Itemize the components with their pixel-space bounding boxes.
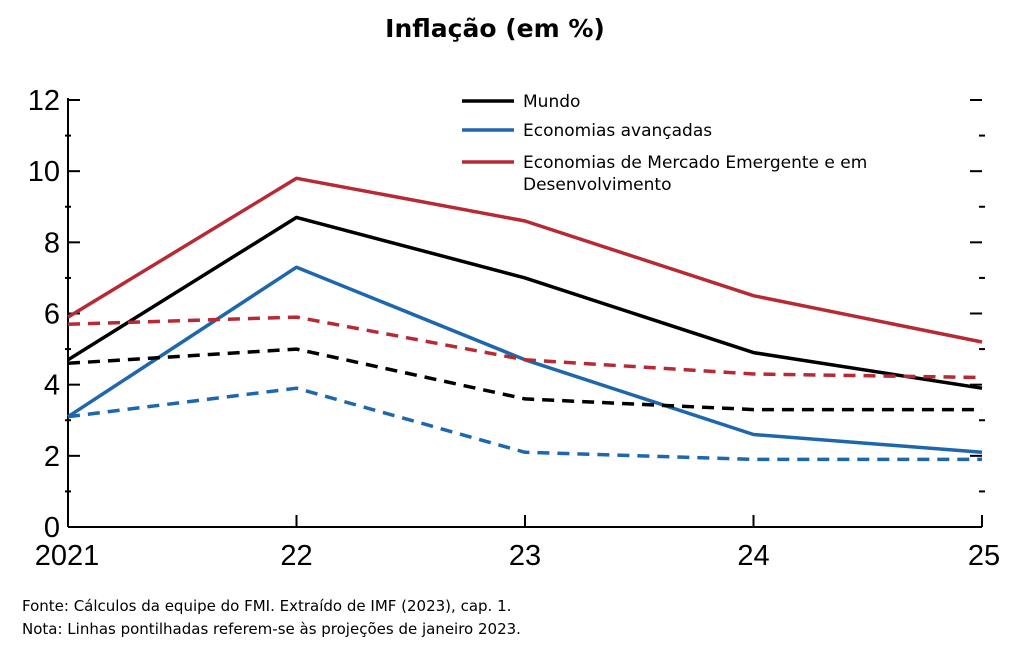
y-tick-label: 12 (28, 85, 60, 117)
y-tick-label: 10 (28, 156, 60, 188)
x-tick-label: 22 (280, 540, 312, 572)
y-tick-label: 0 (44, 512, 60, 544)
y-tick-label: 2 (44, 441, 60, 473)
legend-label: Mundo (523, 92, 580, 112)
x-tick-label: 2021 (35, 540, 100, 572)
y-tick-label: 8 (44, 227, 60, 259)
x-tick-label: 25 (968, 540, 1000, 572)
series-line-economias (67, 176, 983, 344)
series-line-mundo (67, 215, 983, 390)
y-tick-label: 4 (44, 370, 60, 402)
projection-note: Nota: Linhas pontilhadas referem-se às p… (22, 620, 521, 638)
chart-notes: Fonte: Cálculos da equipe do FMI. Extraí… (22, 595, 521, 641)
legend-label: Desenvolvimento (523, 175, 671, 195)
x-tick-label: 23 (509, 540, 541, 572)
legend-label: Economias avançadas (523, 121, 712, 141)
projection-line-5 (67, 315, 983, 380)
source-note: Fonte: Cálculos da equipe do FMI. Extraí… (22, 597, 512, 615)
chart-title: Inflação (em %) (385, 14, 605, 43)
projection-line-4 (67, 386, 982, 462)
legend-label: Economias de Mercado Emergente e em (523, 153, 867, 173)
projection-line-3 (67, 347, 982, 412)
y-tick-label: 6 (44, 299, 60, 331)
x-tick-label: 24 (737, 540, 769, 572)
